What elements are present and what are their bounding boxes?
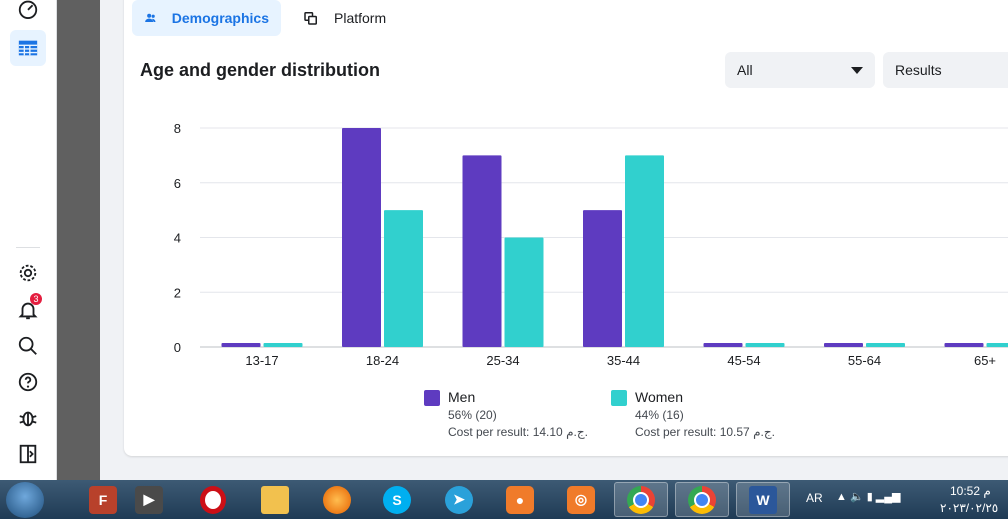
people-icon xyxy=(145,13,156,23)
bar-women-45-54 xyxy=(745,343,785,347)
y-tick-label: 8 xyxy=(174,121,181,136)
audience-dropdown[interactable]: All xyxy=(725,52,875,88)
chrome-icon[interactable] xyxy=(614,482,668,517)
bar-women-55-64 xyxy=(866,343,905,347)
legend-label-women: Women xyxy=(635,389,683,405)
legend-cost-women: Cost per result: 10.57 ج.م. xyxy=(635,425,775,439)
dashboard-icon[interactable] xyxy=(10,0,46,26)
chrome-profile-icon[interactable] xyxy=(675,482,729,517)
filezilla-icon[interactable]: F xyxy=(76,482,130,517)
legend-share-women: 44% (16) xyxy=(635,408,684,422)
tab-platform[interactable]: Platform xyxy=(290,0,410,36)
file-explorer-icon[interactable] xyxy=(248,482,302,517)
bar-men-13-17 xyxy=(221,343,261,347)
help-icon[interactable] xyxy=(10,364,46,400)
y-tick-label: 2 xyxy=(174,285,181,300)
word-icon[interactable]: W xyxy=(736,482,790,517)
windows-taskbar: F ▶ S ➤ ● ◎ W AR ▲ 🔈 ▮ ▂▄▆ 10:52 م ٢٠٢٣/… xyxy=(0,480,1008,519)
x-tick-label: 13-17 xyxy=(245,353,278,368)
tab-demographics-label: Demographics xyxy=(171,10,269,26)
left-sidebar: 3 xyxy=(0,0,57,480)
x-tick-label: 35-44 xyxy=(607,353,640,368)
tray-icons[interactable]: ▲ 🔈 ▮ ▂▄▆ xyxy=(836,491,901,503)
tab-demographics[interactable]: Demographics xyxy=(132,0,281,36)
bar-men-25-34 xyxy=(462,155,502,347)
gear-icon[interactable] xyxy=(10,255,46,291)
bar-women-13-17 xyxy=(263,343,303,347)
screen-recorder-icon[interactable]: ● xyxy=(493,482,547,517)
metric-dropdown[interactable]: Results xyxy=(883,52,1008,88)
clock-time[interactable]: 10:52 م xyxy=(950,484,991,498)
y-tick-label: 0 xyxy=(174,340,181,355)
language-indicator[interactable]: AR xyxy=(806,491,823,505)
table-icon[interactable] xyxy=(10,30,46,66)
legend-swatch-men xyxy=(424,390,440,406)
audience-dropdown-value: All xyxy=(737,62,753,78)
firefox-icon[interactable] xyxy=(310,482,364,517)
clock-date[interactable]: ٢٠٢٣/٠٢/٢٥ xyxy=(940,501,999,515)
screenshot-icon[interactable]: ◎ xyxy=(554,482,608,517)
bug-icon[interactable] xyxy=(10,400,46,436)
sidebar-divider xyxy=(16,247,40,248)
tab-platform-label: Platform xyxy=(334,10,387,26)
y-tick-label: 4 xyxy=(174,231,181,246)
opera-icon[interactable] xyxy=(186,482,240,517)
bar-men-45-54 xyxy=(703,343,743,347)
bar-men-18-24 xyxy=(342,128,381,347)
x-tick-label: 55-64 xyxy=(848,353,881,368)
media-player-icon[interactable]: ▶ xyxy=(122,482,176,517)
legend-cost-men: Cost per result: 14.10 ج.م. xyxy=(448,425,588,439)
bar-men-35-44 xyxy=(583,210,622,347)
platform-icon xyxy=(304,12,317,25)
age-gender-chart: 0 2 4 6 8 13-17 18-24 25-34 35-44 45-54 55-64 65+ xyxy=(174,121,1008,368)
legend-swatch-women xyxy=(611,390,627,406)
notification-badge: 3 xyxy=(30,293,42,305)
legend-share-men: 56% (20) xyxy=(448,408,497,422)
bar-women-18-24 xyxy=(384,210,423,347)
sidebar-toggle-icon[interactable] xyxy=(10,436,46,472)
bar-men-65+ xyxy=(944,343,984,347)
bar-women-35-44 xyxy=(625,155,664,347)
start-button[interactable] xyxy=(6,482,44,518)
bar-men-55-64 xyxy=(824,343,863,347)
legend-label-men: Men xyxy=(448,389,476,405)
chart-title: Age and gender distribution xyxy=(140,60,381,80)
bar-women-65+ xyxy=(986,343,1008,347)
caret-down-icon xyxy=(851,67,863,74)
x-tick-label: 45-54 xyxy=(727,353,760,368)
x-tick-label: 18-24 xyxy=(366,353,399,368)
skype-icon[interactable]: S xyxy=(370,482,424,517)
telegram-icon[interactable]: ➤ xyxy=(432,482,486,517)
bell-icon[interactable]: 3 xyxy=(10,292,46,328)
x-tick-label: 25-34 xyxy=(486,353,519,368)
y-tick-label: 6 xyxy=(174,176,181,191)
search-icon[interactable] xyxy=(10,328,46,364)
metric-dropdown-value: Results xyxy=(895,62,942,78)
x-tick-label: 65+ xyxy=(974,353,996,368)
scroll-gutter xyxy=(57,0,100,480)
bar-women-25-34 xyxy=(504,237,544,347)
